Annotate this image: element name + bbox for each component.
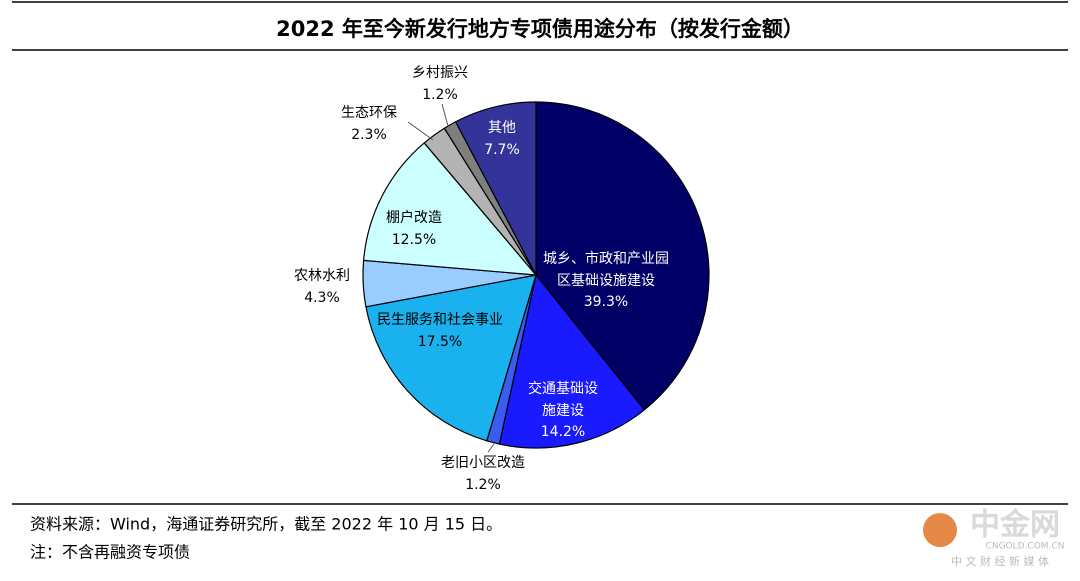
watermark-url: CNGOLD.COM.CN bbox=[986, 542, 1065, 552]
watermark-slogan: 中 文 财 经 新 媒 体 bbox=[951, 554, 1049, 568]
slice-label: 民生服务和社会事业 bbox=[377, 312, 503, 328]
leader-line bbox=[407, 121, 434, 141]
slice-label: 生态环保 bbox=[341, 105, 397, 121]
slice-label: 老旧小区改造 bbox=[441, 455, 525, 471]
value-label: 7.7% bbox=[484, 142, 520, 158]
watermark-logo bbox=[923, 513, 957, 547]
source-note: 资料来源：Wind，海通证券研究所，截至 2022 年 10 月 15 日。 bbox=[30, 515, 502, 534]
slice-label: 乡村振兴 bbox=[412, 65, 468, 81]
value-label: 2.3% bbox=[351, 127, 387, 143]
slice-label: 农林水利 bbox=[294, 268, 350, 284]
watermark-brand: 中金网 bbox=[970, 508, 1060, 543]
pie-slice bbox=[362, 142, 538, 276]
value-label: 1.2% bbox=[422, 87, 458, 103]
leader-line bbox=[441, 103, 449, 127]
pie-slice bbox=[454, 101, 537, 276]
chart-title: 2022 年至今新发行地方专项债用途分布（按发行金额） bbox=[276, 17, 804, 41]
pie-slice bbox=[365, 274, 537, 442]
value-label: 14.2% bbox=[541, 424, 585, 440]
slice-label: 其他 bbox=[488, 120, 516, 136]
value-label: 39.3% bbox=[584, 294, 628, 310]
pie bbox=[362, 101, 710, 449]
value-label: 17.5% bbox=[418, 334, 462, 350]
leader-line bbox=[487, 443, 495, 453]
pie-slice bbox=[498, 273, 646, 449]
slice-label: 交通基础设施建设 bbox=[528, 380, 598, 419]
value-label: 1.2% bbox=[465, 477, 501, 493]
value-label: 4.3% bbox=[304, 290, 340, 306]
slice-label: 棚户改造 bbox=[386, 209, 442, 226]
footnote: 注：不含再融资专项债 bbox=[30, 543, 190, 562]
slice-label: 城乡、市政和产业园区基础设施建设 bbox=[543, 250, 669, 289]
value-label: 12.5% bbox=[392, 232, 436, 248]
pie-slice bbox=[535, 101, 710, 411]
